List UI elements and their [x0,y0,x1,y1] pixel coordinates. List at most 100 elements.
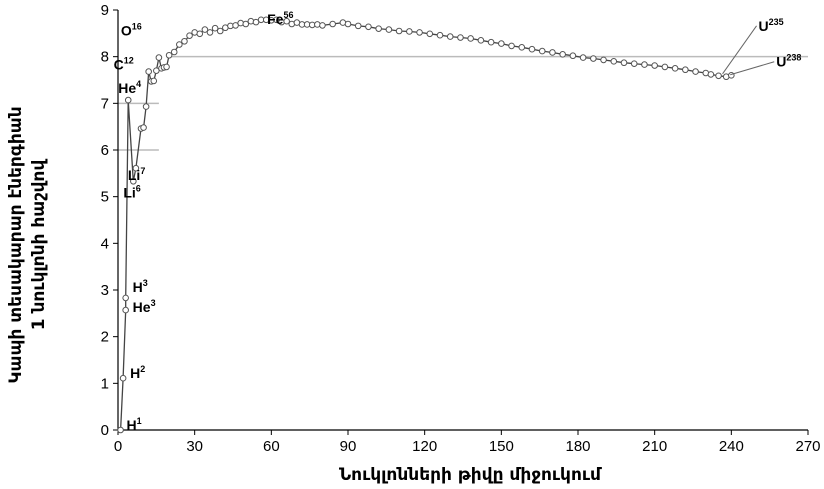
data-point [446,33,454,40]
nuclide-label: Li6 [123,183,140,200]
x-tick-label: 30 [186,438,203,455]
data-point [216,27,224,35]
nuclide-label: He3 [133,298,156,315]
data-point [155,54,163,61]
x-tick-label: 270 [795,438,820,455]
axes [113,9,809,435]
data-point [375,25,382,32]
y-tick-label: 5 [101,189,109,206]
data-point [508,42,515,50]
x-tick-label: 180 [565,438,590,455]
data-point [559,51,566,58]
data-point [406,28,413,35]
nuclide-label: He4 [118,79,141,96]
data-point [590,55,597,62]
data-point [196,30,204,38]
data-point [518,44,526,51]
nuclide-label: U238 [776,53,801,70]
data-point [165,51,173,59]
data-point [283,17,290,25]
y-tick-label: 4 [101,235,109,252]
data-point [186,32,193,39]
data-point [630,60,638,67]
data-point [117,426,124,434]
nuclide-label: H2 [130,364,145,381]
data-point [416,29,423,36]
nuclide-label: H3 [133,278,148,295]
data-point [211,24,219,32]
data-point [707,71,715,78]
data-point [344,20,352,28]
x-tick-label: 60 [263,438,280,455]
y-tick-label: 8 [101,49,109,66]
data-point [549,49,556,56]
y-tick-label: 3 [101,282,109,299]
data-point [329,20,336,28]
y-tick-label: 7 [101,95,109,112]
leader-line [730,61,775,76]
data-point [682,66,689,74]
data-point [436,31,444,39]
data-point [122,306,129,314]
data-point [242,20,250,28]
data-point [467,35,474,42]
y-tick-label: 2 [101,329,109,346]
nuclide-label: Li7 [128,166,145,183]
data-point [528,45,536,53]
data-point [620,59,628,67]
data-point [692,68,699,75]
data-point [671,65,679,72]
y-tick-label: 9 [101,2,109,19]
data-point [140,124,147,131]
data-point [715,72,722,80]
data-point [176,41,183,48]
data-point [142,103,150,110]
data-point [365,23,372,31]
y-axis-title-line-1: Կապի տեսակարար էներգիան [6,106,26,383]
data-point [579,54,587,61]
data-point [132,164,140,172]
data-point [651,62,658,69]
nuclide-label: U235 [759,17,784,34]
data-series [117,16,735,434]
x-axis-title: Նուկլոնների թիվը միջուկում [339,465,602,485]
y-tick-label: 1 [101,375,109,392]
data-point [538,47,546,55]
data-point [610,58,618,65]
data-point [150,77,158,85]
data-point [395,27,403,35]
data-point [119,374,127,382]
nuclide-label: C12 [114,56,134,73]
data-point [487,38,495,46]
data-point [385,26,393,33]
data-point [145,68,152,75]
y-axis-title-line-2: 1 նուկլոնի հաշվով [29,159,49,331]
data-point [641,61,648,68]
x-tick-label: 210 [642,438,667,455]
y-tick-label: 0 [101,422,109,439]
data-point [170,48,178,56]
data-point [498,40,505,47]
data-point [426,30,434,38]
x-tick-label: 120 [412,438,437,455]
data-point [661,63,669,71]
data-point [206,29,214,36]
data-point [319,22,326,29]
x-tick-label: 90 [340,438,357,455]
y-tick-label: 6 [101,142,109,159]
data-point [477,37,485,44]
data-point [181,37,188,45]
data-point [201,26,209,33]
data-point [569,52,577,60]
data-point [124,96,132,104]
data-point [354,22,362,30]
x-tick-label: 0 [114,438,122,455]
x-tick-label: 150 [489,438,514,455]
data-point [457,34,464,41]
series-line [119,19,732,431]
nuclide-label: O16 [121,22,142,39]
data-point [600,56,607,64]
data-point [122,294,129,302]
